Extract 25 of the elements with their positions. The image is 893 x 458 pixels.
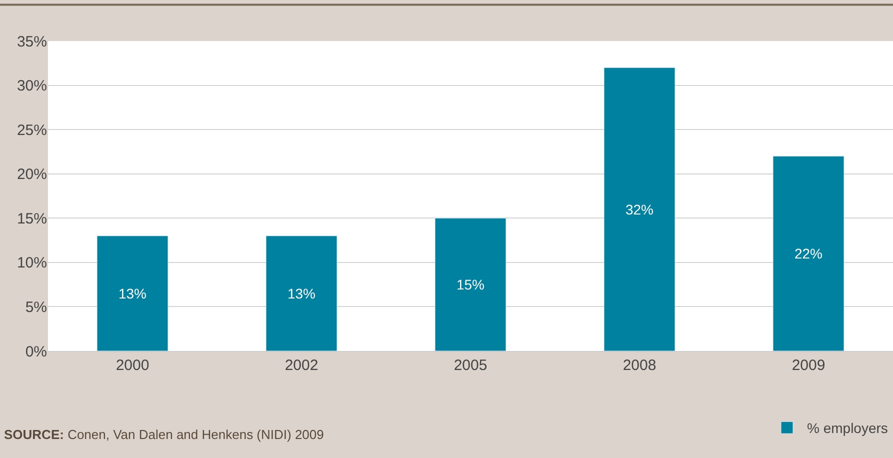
data-label: 15% <box>456 276 485 293</box>
y-tick-label: 0% <box>25 343 47 360</box>
y-tick-label: 25% <box>16 122 47 139</box>
bar <box>266 236 338 351</box>
y-tick-label: 30% <box>16 78 47 95</box>
bar <box>96 236 168 351</box>
y-tick-label: 35% <box>16 33 47 50</box>
data-label: 32% <box>625 201 654 218</box>
x-tick-label: 2008 <box>622 357 656 374</box>
data-label: 13% <box>118 285 147 302</box>
bar <box>434 218 506 351</box>
y-tick-label: 5% <box>25 298 47 316</box>
x-tick-label: 2000 <box>116 357 150 374</box>
x-tick-label: 2009 <box>792 357 826 374</box>
legend-label: % employers <box>807 420 888 436</box>
y-tick-label: 15% <box>16 210 47 228</box>
data-label: 13% <box>287 285 316 302</box>
x-tick-label: 2005 <box>454 357 488 374</box>
data-label: 22% <box>794 246 823 262</box>
y-tick-label: 10% <box>16 254 47 272</box>
y-tick-label: 20% <box>16 166 47 184</box>
bar <box>772 156 844 351</box>
x-tick-label: 2002 <box>284 357 318 374</box>
bar <box>604 67 676 351</box>
source-note: SOURCE: Conen, Van Dalen and Henkens (NIDI) 2009 <box>4 427 324 442</box>
